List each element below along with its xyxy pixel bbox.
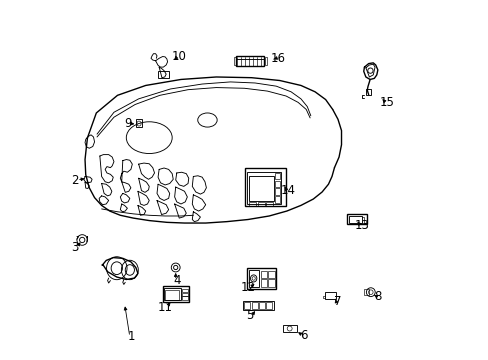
Text: 13: 13 [354, 219, 369, 232]
Text: 5: 5 [246, 309, 253, 322]
Text: 1: 1 [127, 330, 135, 343]
Bar [274, 181, 279, 187]
Bar [264, 57, 266, 65]
Bar [346, 213, 366, 224]
Text: 7: 7 [333, 295, 341, 308]
Bar [164, 290, 179, 300]
Bar [249, 176, 274, 201]
Bar [259, 302, 264, 309]
Bar [274, 173, 279, 179]
Text: 4: 4 [173, 274, 181, 287]
Bar [242, 301, 273, 310]
Bar [247, 268, 276, 289]
Bar [248, 270, 258, 287]
Bar [182, 296, 187, 300]
Text: 14: 14 [280, 184, 295, 197]
Bar [182, 289, 187, 292]
Text: 11: 11 [158, 301, 172, 314]
Text: 6: 6 [300, 329, 307, 342]
Bar [247, 172, 280, 204]
Bar [136, 119, 142, 127]
Text: 3: 3 [72, 240, 79, 253]
Bar [324, 292, 335, 299]
Bar [282, 325, 296, 332]
Bar [274, 196, 279, 203]
Bar [274, 189, 279, 195]
Bar [163, 286, 189, 302]
Bar [266, 202, 273, 206]
Text: 12: 12 [240, 281, 255, 294]
Bar [365, 89, 370, 95]
Bar [249, 202, 256, 206]
Text: 9: 9 [124, 117, 132, 130]
Bar [164, 288, 181, 300]
Text: 16: 16 [270, 52, 285, 65]
Bar [260, 271, 266, 278]
Bar [348, 216, 361, 223]
Bar [244, 168, 285, 207]
Bar [260, 279, 266, 287]
Bar [268, 279, 274, 287]
Bar [182, 293, 187, 296]
Bar [244, 302, 250, 309]
Bar [236, 56, 264, 66]
Bar [268, 271, 274, 278]
Text: 10: 10 [171, 50, 186, 63]
Bar [257, 202, 264, 206]
Text: 2: 2 [71, 174, 79, 186]
Bar [266, 302, 272, 309]
Bar [234, 57, 236, 65]
Bar [364, 289, 368, 295]
Text: 15: 15 [379, 96, 394, 109]
Bar [158, 71, 168, 78]
Text: 8: 8 [374, 290, 381, 303]
Bar [251, 302, 257, 309]
